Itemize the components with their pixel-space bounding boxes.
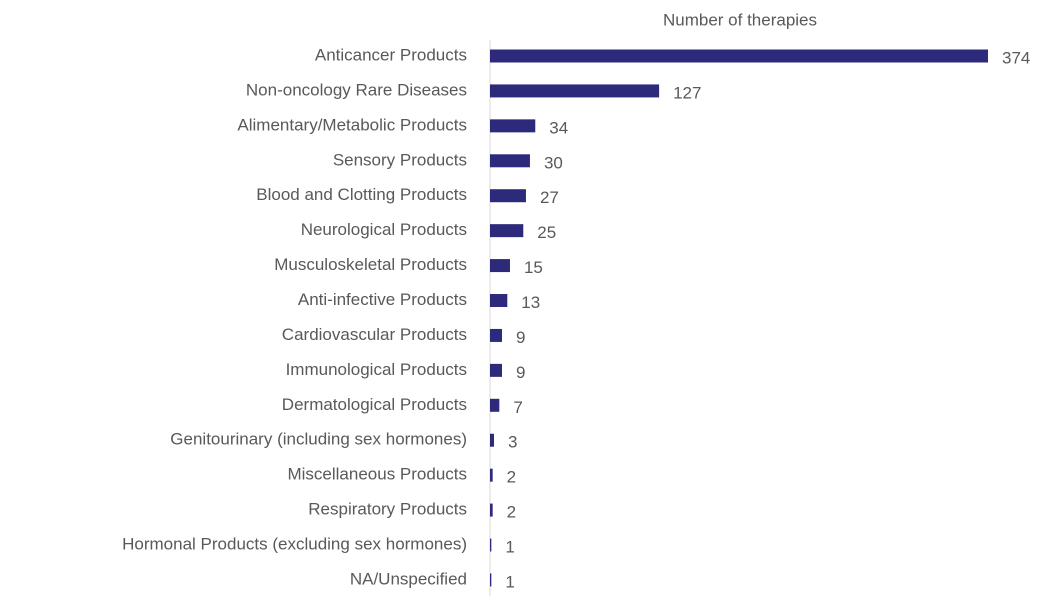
bar: [490, 259, 510, 273]
data-label: 1: [505, 538, 514, 557]
category-label: Neurological Products: [301, 220, 467, 239]
category-label: Anti-infective Products: [298, 290, 467, 309]
category-label: Musculoskeletal Products: [274, 255, 467, 274]
category-label: Non-oncology Rare Diseases: [246, 80, 467, 99]
bar: [490, 294, 508, 308]
bar: [490, 503, 493, 517]
bar: [490, 49, 988, 63]
bar: [490, 433, 494, 447]
bar: [490, 154, 530, 168]
category-label: Cardiovascular Products: [282, 325, 467, 344]
category-label: Anticancer Products: [315, 45, 467, 64]
category-label: Alimentary/Metabolic Products: [237, 115, 467, 134]
data-label: 15: [524, 258, 543, 277]
category-label: Respiratory Products: [308, 500, 467, 519]
category-label: Miscellaneous Products: [287, 465, 467, 484]
data-label: 1: [505, 572, 514, 591]
data-label: 3: [508, 433, 517, 452]
bar: [490, 84, 660, 98]
bar: [490, 189, 526, 203]
category-label: Hormonal Products (excluding sex hormone…: [122, 535, 467, 554]
data-label: 34: [549, 118, 568, 137]
bar: [490, 468, 493, 482]
bar: [490, 538, 492, 552]
data-label: 27: [540, 188, 559, 207]
bar: [490, 328, 502, 342]
bar: [490, 363, 502, 377]
data-label: 2: [507, 503, 516, 522]
data-label: 2: [507, 468, 516, 487]
category-label: Genitourinary (including sex hormones): [170, 430, 467, 449]
bar: [490, 119, 536, 133]
bar: [490, 398, 500, 412]
data-label: 25: [537, 223, 556, 242]
category-label: Sensory Products: [333, 150, 467, 169]
category-label: Blood and Clotting Products: [256, 185, 467, 204]
data-label: 9: [516, 328, 525, 347]
data-label: 9: [516, 363, 525, 382]
bar: [490, 224, 524, 238]
category-label: Dermatological Products: [282, 395, 467, 414]
data-label: 127: [673, 83, 701, 102]
data-label: 30: [544, 153, 563, 172]
bar: [490, 573, 492, 587]
data-label: 7: [513, 398, 522, 417]
category-label: NA/Unspecified: [350, 569, 467, 588]
data-label: 13: [521, 293, 540, 312]
chart-title: Number of therapies: [663, 10, 817, 29]
data-label: 374: [1002, 48, 1030, 67]
category-label: Immunological Products: [286, 360, 467, 379]
